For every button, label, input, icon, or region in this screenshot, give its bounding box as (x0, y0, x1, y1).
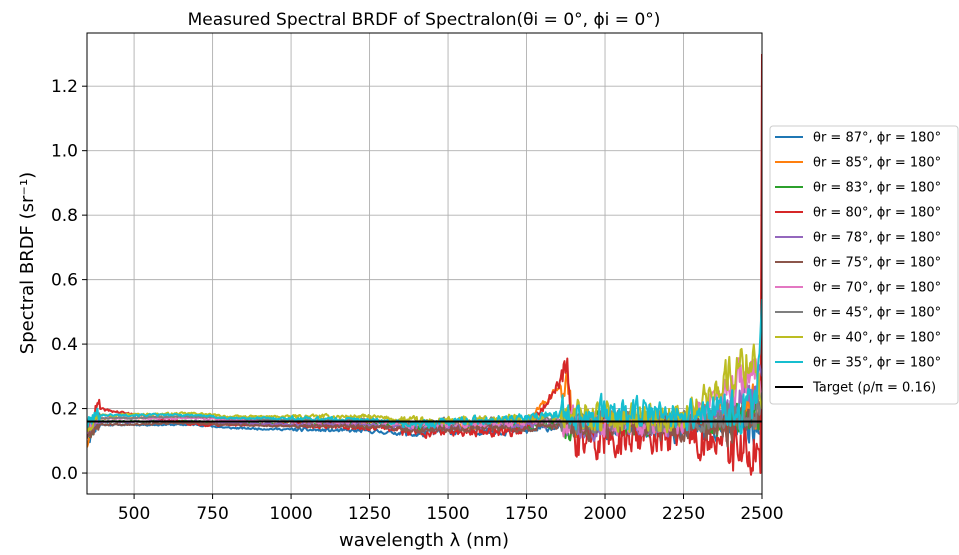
x-tick-label-3: 1250 (348, 504, 391, 524)
legend-label-2: θr = 83°, ϕr = 180° (813, 181, 941, 196)
series-line-9 (87, 298, 762, 435)
legend-label-8: θr = 40°, ϕr = 180° (813, 331, 941, 346)
y-tick-label-6: 1.2 (51, 77, 78, 97)
x-tick-label-0: 500 (118, 504, 150, 524)
legend-label-1: θr = 85°, ϕr = 180° (813, 156, 941, 171)
y-tick-label-2: 0.4 (51, 335, 78, 355)
y-axis-label: Spectral BRDF (sr⁻¹) (17, 172, 38, 354)
chart-title: Measured Spectral BRDF of Spectralon(θi … (188, 10, 661, 30)
x-tick-label-7: 2250 (662, 504, 705, 524)
x-tick-label-2: 1000 (269, 504, 312, 524)
axis-ticks: 500 750 1000 1250 1500 1750 2000 2250 2500 0.0 0.2… (51, 77, 784, 524)
y-tick-label-3: 0.6 (51, 271, 78, 291)
x-tick-label-4: 1500 (426, 504, 469, 524)
legend-label-3: θr = 80°, ϕr = 180° (813, 206, 941, 221)
legend: θr = 87°, ϕr = 180° θr = 85°, ϕr = 180° θr… (769, 125, 959, 405)
x-tick-label-5: 1750 (505, 504, 548, 524)
legend-label-6: θr = 70°, ϕr = 180° (813, 281, 941, 296)
grid-lines (87, 33, 763, 494)
legend-label-10: Target (ρ/π = 0.16) (812, 381, 936, 396)
series-layer (87, 53, 762, 476)
y-tick-label-5: 1.0 (51, 142, 78, 162)
legend-label-9: θr = 35°, ϕr = 180° (813, 356, 941, 371)
x-tick-label-8: 2500 (740, 504, 783, 524)
x-tick-label-1: 750 (196, 504, 228, 524)
legend-label-7: θr = 45°, ϕr = 180° (813, 306, 941, 321)
legend-label-5: θr = 75°, ϕr = 180° (813, 256, 941, 271)
y-tick-label-4: 0.8 (51, 206, 78, 226)
legend-label-0: θr = 87°, ϕr = 180° (813, 131, 941, 146)
x-tick-label-6: 2000 (583, 504, 626, 524)
y-tick-label-0: 0.0 (51, 464, 78, 484)
legend-label-4: θr = 78°, ϕr = 180° (813, 231, 941, 246)
x-axis-label: wavelength λ (nm) (339, 530, 509, 551)
y-tick-label-1: 0.2 (51, 400, 78, 420)
plot-frame (86, 32, 763, 495)
legend-box (769, 125, 959, 405)
